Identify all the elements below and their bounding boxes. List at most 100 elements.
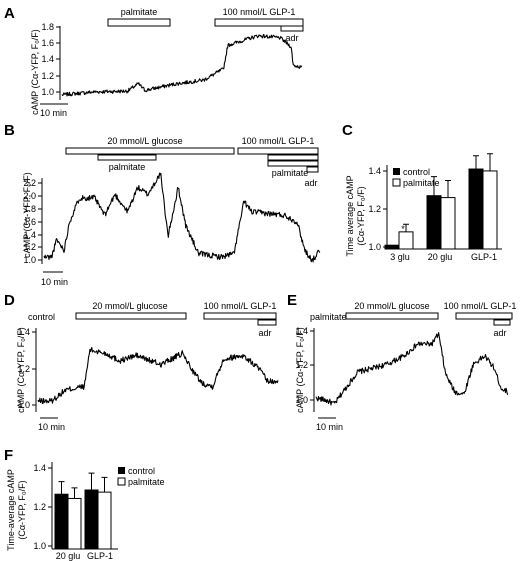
y-axis-label-a: cAMP (Cα-YFP, F₀/F) (30, 29, 40, 115)
glp1-label-d: 100 nmol/L GLP-1 (204, 301, 277, 311)
adr-label-d: adr (258, 328, 271, 338)
y-tick-label: 1.4 (33, 463, 46, 473)
glucose-label-d: 20 mmol/L glucose (92, 301, 167, 311)
panel-f: F Time-average cAMP (Cα-YFP, F₀/F) 1.0 1… (4, 447, 165, 561)
bar-palmitate-3-glu (398, 231, 414, 250)
palmitate-label-b2: palmitate (272, 168, 309, 178)
y-tick-label: 1.6 (41, 38, 54, 48)
bar-control-GLP-1 (84, 489, 99, 550)
bars-c (384, 153, 498, 250)
panel-c: C Time average cAMP (Cα-YFP, F₀/F) 1.0 1… (342, 122, 502, 262)
panel-label-e: E (287, 292, 297, 309)
y-tick-label: 1.2 (368, 204, 381, 214)
scale-bar-label-e: 10 min (316, 422, 343, 432)
y-ticks-a: 1.0 1.2 1.4 1.6 1.8 (41, 22, 60, 97)
x-tick-label-20glu: 20 glu (428, 252, 453, 262)
y-tick-label: 1.8 (23, 204, 36, 214)
legend-label-control: control (128, 466, 155, 476)
y-tick-label: 1.4 (23, 230, 36, 240)
error-bar-control-GLP-1 (473, 155, 479, 170)
y-ticks-f: 1.0 1.2 1.4 (33, 463, 52, 551)
scale-bar-label-d: 10 min (38, 422, 65, 432)
condition-label-d: control (28, 312, 55, 322)
x-tick-label-20glu: 20 glu (56, 551, 81, 561)
significance-star: * (401, 224, 405, 234)
legend-swatch-control (118, 467, 125, 474)
glp1-label-b: 100 nmol/L GLP-1 (242, 136, 315, 146)
bar-control-GLP-1 (468, 168, 484, 250)
panel-label-b: B (4, 122, 15, 139)
error-bar-control-20-glu (431, 176, 437, 196)
y-ticks-c: 1.0 1.2 1.4 (368, 166, 387, 252)
y-tick-label: 1.6 (23, 217, 36, 227)
y-tick-label: 1.0 (368, 242, 381, 252)
y-ticks-b: 1.0 1.2 1.4 1.6 1.8 2.0 2.2 (23, 178, 42, 265)
legend-swatch-control (393, 168, 400, 175)
glucose-label-e: 20 mmol/L glucose (354, 301, 429, 311)
y-axis-label-c-line2: (Cα-YFP, F₀/F) (356, 186, 366, 245)
panel-label-d: D (4, 292, 15, 309)
error-bar-palmitate-GLP-1 (487, 153, 493, 171)
glp1-label-a: 100 nmol/L GLP-1 (223, 7, 296, 17)
legend-label-palmitate: palmitate (403, 178, 440, 188)
glucose-bar-b (65, 147, 235, 155)
glp1-label-e: 100 nmol/L GLP-1 (444, 301, 517, 311)
bars-f (54, 472, 112, 550)
x-tick-label-3glu: 3 glu (390, 252, 410, 262)
bar-palmitate-20-glu (67, 497, 82, 550)
panel-d: D control cAMP (Cα-YFP, F₀/F) 1.0 1.2 1.… (4, 292, 279, 432)
y-tick-label: 1.0 (295, 395, 308, 405)
error-bar-palmitate-GLP-1 (101, 476, 108, 493)
y-axis-label-d: cAMP (Cα-YFP, F₀/F) (16, 327, 26, 413)
legend-swatch-palmitate (392, 178, 401, 187)
panel-e: E palmitate cAMP (Cα-YFP, F₀/F) 1.0 1.2 … (287, 292, 516, 432)
palmitate-bar-b (97, 154, 157, 161)
glucose-bar-e (345, 312, 439, 320)
y-tick-label: 1.0 (23, 255, 36, 265)
y-tick-label: 1.2 (17, 364, 30, 374)
glp1-bar-b (237, 147, 319, 155)
cAMP-trace-d (37, 346, 279, 405)
panel-label-a: A (4, 5, 15, 22)
y-tick-label: 1.2 (295, 360, 308, 370)
y-tick-label: 1.4 (17, 327, 30, 337)
legend-label-palmitate: palmitate (128, 477, 165, 487)
bar-control-3-glu (384, 244, 400, 250)
bar-palmitate-GLP-1 (97, 491, 112, 550)
legend-f: control palmitate (117, 466, 165, 487)
bar-control-20-glu (426, 195, 442, 250)
scale-bar-label-b: 10 min (41, 277, 68, 287)
y-tick-label: 1.4 (41, 54, 54, 64)
legend-c: control palmitate (392, 167, 440, 188)
y-tick-label: 2.2 (23, 178, 36, 188)
y-axis-label-e: cAMP (Cα-YFP, F₀/F) (295, 327, 305, 413)
palmitate-bar-b3 (267, 160, 319, 167)
y-axis-label-b: cAMP (Cα-YFP, F₀/F) (22, 172, 32, 258)
palmitate-bar-b2 (267, 154, 319, 161)
glp1-bar-e (455, 312, 513, 320)
palmitate-label-b: palmitate (109, 162, 146, 172)
y-tick-label: 1.0 (17, 400, 30, 410)
y-tick-label: 2.0 (23, 191, 36, 201)
scale-bar-label-a: 10 min (40, 108, 67, 118)
glucose-bar-d (75, 312, 187, 320)
bar-control-20-glu (54, 493, 69, 550)
palmitate-bar-a (107, 18, 171, 27)
cAMP-trace-e (315, 332, 509, 406)
panel-b: B cAMP (Cα-YFP, F₀/F) 1.0 1.2 1.4 1.6 1.… (4, 122, 321, 287)
y-tick-label: 1.4 (295, 326, 308, 336)
bar-palmitate-GLP-1 (482, 170, 498, 250)
bar-palmitate-20-glu (440, 197, 456, 250)
panel-label-c: C (342, 122, 353, 139)
glucose-label-b: 20 mmol/L glucose (107, 136, 182, 146)
y-axis-label-f-line1: Time-average cAMP (6, 469, 16, 551)
cAMP-trace-a (61, 34, 303, 97)
condition-label-e: palmitate (310, 312, 347, 322)
error-bar-control-20-glu (58, 481, 65, 495)
y-tick-label: 1.2 (23, 242, 36, 252)
adr-label-e: adr (493, 328, 506, 338)
panel-label-f: F (4, 447, 13, 464)
y-tick-label: 1.0 (41, 87, 54, 97)
adr-bar-b (306, 166, 319, 173)
y-tick-label: 1.0 (33, 541, 46, 551)
